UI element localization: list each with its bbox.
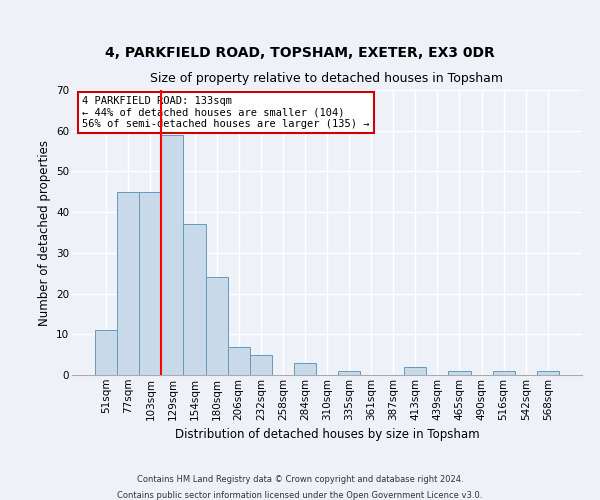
Bar (227, 346, 250, 375)
Title: Size of property relative to detached houses in Topsham: Size of property relative to detached ho… (151, 72, 503, 85)
Bar (537, 371, 559, 375)
Bar (404, 367, 427, 375)
Bar (161, 135, 184, 375)
Bar (184, 224, 206, 375)
Bar (206, 278, 227, 375)
Bar (338, 371, 360, 375)
Bar (493, 371, 515, 375)
Text: 4 PARKFIELD ROAD: 133sqm
← 44% of detached houses are smaller (104)
56% of semi-: 4 PARKFIELD ROAD: 133sqm ← 44% of detach… (82, 96, 370, 129)
Bar (448, 371, 470, 375)
Text: 4, PARKFIELD ROAD, TOPSHAM, EXETER, EX3 0DR: 4, PARKFIELD ROAD, TOPSHAM, EXETER, EX3 … (105, 46, 495, 60)
Y-axis label: Number of detached properties: Number of detached properties (38, 140, 50, 326)
Bar (294, 363, 316, 375)
Bar (139, 192, 161, 375)
Text: Contains public sector information licensed under the Open Government Licence v3: Contains public sector information licen… (118, 490, 482, 500)
Text: Contains HM Land Registry data © Crown copyright and database right 2024.: Contains HM Land Registry data © Crown c… (137, 476, 463, 484)
Bar (95, 330, 117, 375)
Bar (250, 354, 272, 375)
Bar (117, 192, 139, 375)
X-axis label: Distribution of detached houses by size in Topsham: Distribution of detached houses by size … (175, 428, 479, 441)
